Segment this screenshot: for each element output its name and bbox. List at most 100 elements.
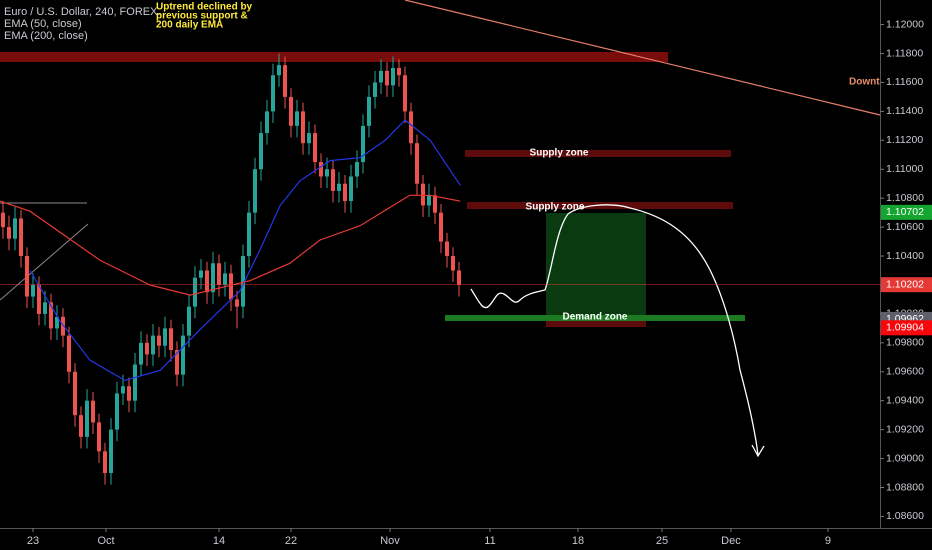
y-tick-label: 1.08600 [886, 510, 924, 522]
x-tick-label: 9 [825, 535, 831, 547]
zone-label: Supply zone [526, 202, 585, 213]
candle-body [372, 82, 377, 97]
y-tick-label: 1.10600 [886, 221, 924, 233]
trend-line [0, 223, 89, 301]
y-tick-label: 1.10400 [886, 250, 924, 262]
y-tick-label: 1.10800 [886, 192, 924, 204]
price-label-bg [881, 277, 932, 293]
y-tick-label: 1.09200 [886, 423, 924, 435]
x-tick-label: Dec [721, 535, 741, 547]
x-tick-label: 23 [27, 535, 39, 547]
candle-body [18, 218, 23, 257]
candle-body [378, 70, 383, 83]
candle-body [366, 96, 371, 126]
y-tick-label: 1.08800 [886, 481, 924, 493]
candle-body [432, 195, 437, 213]
annotation: previous support & [156, 11, 248, 22]
candle-body [6, 227, 11, 239]
candle-body [318, 162, 323, 177]
candle-body [426, 195, 431, 206]
legend-entry: EMA (50, close) [4, 18, 82, 30]
x-tick-label: 18 [572, 535, 584, 547]
candle-body [360, 125, 365, 163]
candle-body [288, 96, 293, 126]
candle-body [222, 273, 227, 285]
projection-path [470, 204, 765, 458]
candle-body [138, 342, 143, 365]
candle-body [246, 212, 251, 257]
y-tick-label: 1.09800 [886, 337, 924, 349]
candle-body [282, 65, 287, 97]
candle-body [60, 316, 65, 336]
candle-body [66, 335, 71, 372]
candle-body [438, 212, 443, 242]
price-label: 1.09904 [886, 322, 924, 334]
candle-body [300, 111, 305, 144]
candle-body [48, 302, 53, 329]
candle-body [192, 277, 197, 307]
y-tick-label: 1.12000 [886, 18, 924, 30]
x-tick-label: Oct [97, 535, 114, 547]
zone-label: Supply zone [530, 148, 589, 159]
candle-body [414, 143, 419, 184]
candle-body [216, 263, 221, 285]
candle-body [0, 212, 5, 228]
candle-body [330, 169, 335, 191]
axes: 1.12000 1.11800 1.11600 1.11400 1.11200 1.110… [27, 18, 932, 547]
target-box [546, 213, 646, 318]
candle-body [456, 270, 461, 285]
candle-body [102, 451, 107, 474]
candle-body [114, 393, 119, 430]
candle-body [84, 400, 89, 437]
candle-body [312, 133, 317, 163]
y-tick-label: 1.11000 [886, 163, 923, 175]
x-tick-label: 11 [484, 535, 495, 547]
candle-body [108, 429, 113, 474]
candle-body [402, 75, 407, 112]
candle-body [168, 328, 173, 351]
candle-body [54, 316, 59, 329]
candle-body [234, 299, 239, 307]
annotation: 200 daily EMA [156, 20, 223, 31]
candle-body [276, 65, 281, 76]
candle-body [120, 386, 125, 394]
trend-line [404, 0, 881, 116]
candle-body [264, 111, 269, 134]
y-tick-label: 1.11200 [886, 134, 923, 146]
candle-body [324, 169, 329, 177]
candle-body [210, 263, 215, 293]
candle-body [156, 335, 161, 346]
candle-body [240, 256, 245, 307]
candle-body [384, 70, 389, 86]
candle-body [36, 284, 41, 314]
price-label-bg [881, 320, 932, 336]
candle-body [198, 270, 203, 278]
x-tick-label: 22 [285, 535, 297, 547]
trend-label: Downt [849, 77, 880, 88]
x-tick-label: 14 [213, 535, 225, 547]
ema-line [29, 119, 461, 382]
y-tick-label: 1.09600 [886, 366, 924, 378]
candle-body [96, 422, 101, 452]
candle-body [42, 302, 47, 314]
candle-body [144, 342, 149, 355]
candle-body [252, 169, 257, 213]
candle-body [30, 284, 35, 297]
candle-body [408, 111, 413, 144]
y-tick-label: 1.11600 [886, 76, 923, 88]
y-tick-label: 1.09400 [886, 394, 924, 406]
chart-title: Euro / U.S. Dollar, 240, FOREX. [4, 6, 161, 18]
stop-box [546, 321, 646, 327]
candle-body [162, 328, 167, 346]
x-tick-label: 25 [656, 535, 668, 547]
ema-line [0, 194, 461, 296]
candle-body [180, 335, 185, 375]
price-label: 1.10702 [886, 206, 924, 218]
candle-body [450, 256, 455, 271]
price-label: 1.10202 [886, 278, 924, 290]
candle-body [444, 241, 449, 257]
candle-body [90, 400, 95, 423]
candle-body [390, 67, 395, 86]
